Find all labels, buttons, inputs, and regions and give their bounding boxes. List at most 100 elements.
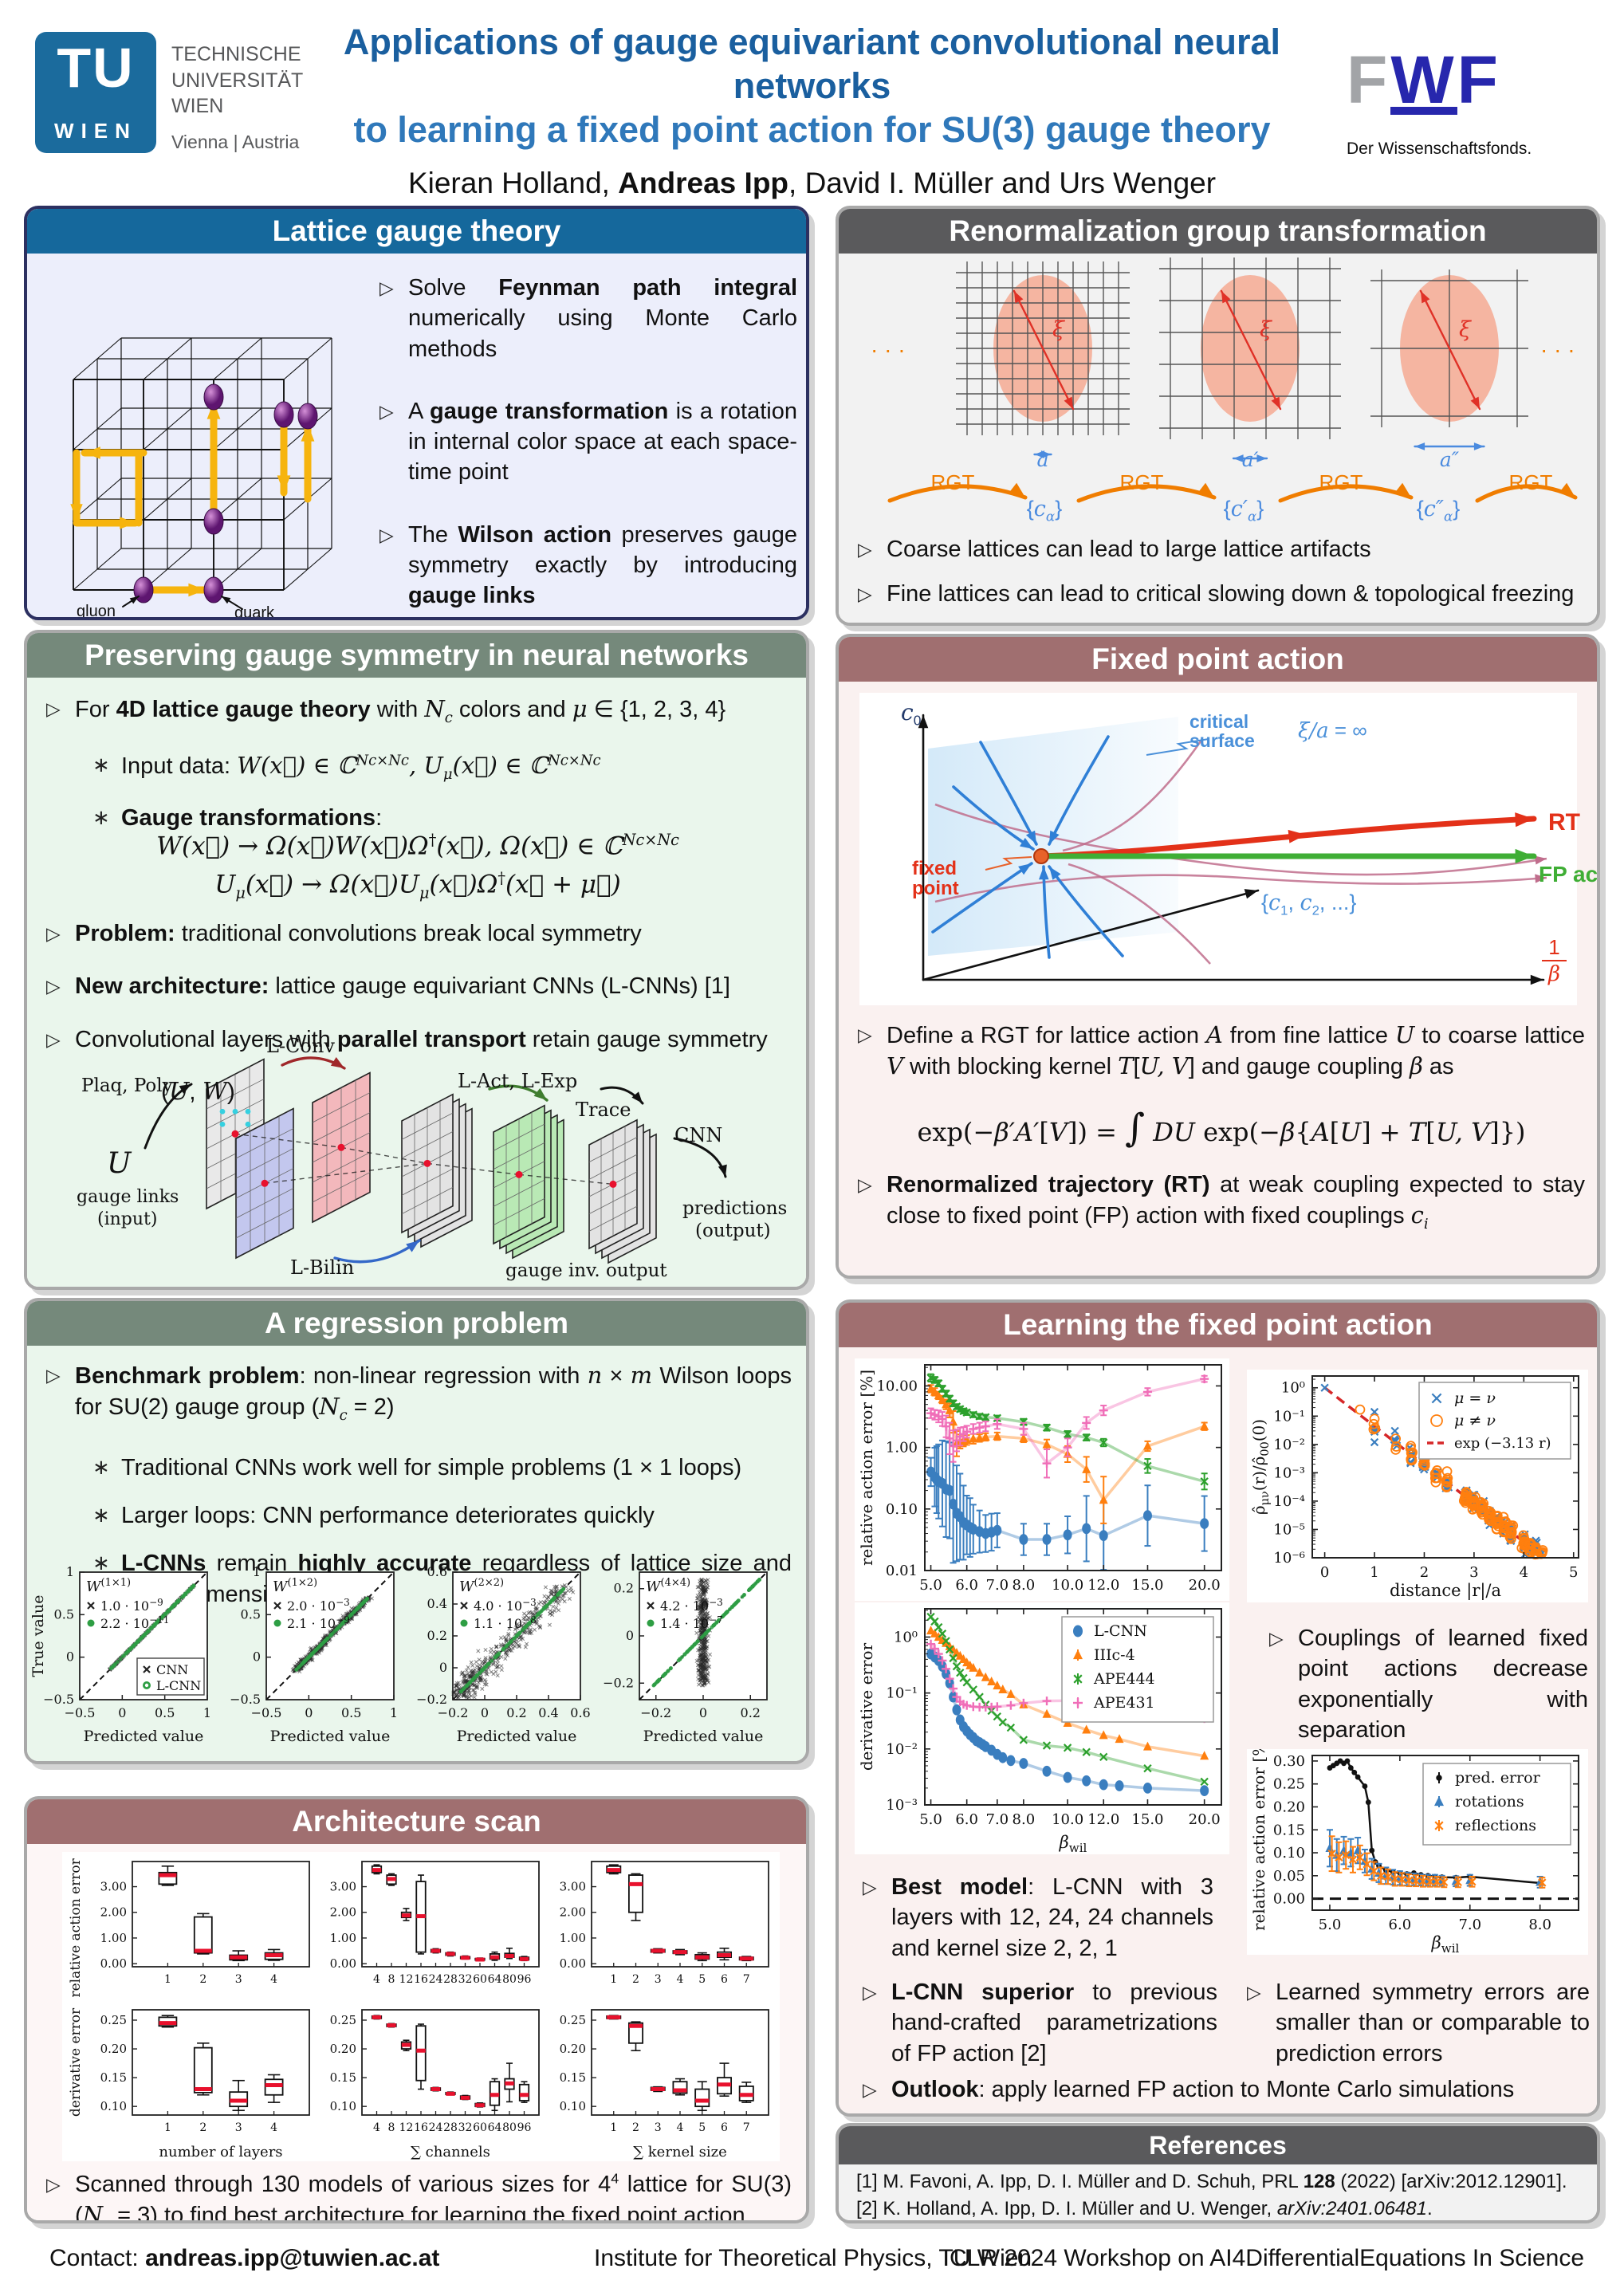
fp-action-error-plot: 5.0 6.0 7.0 8.0 10.0 12.0 15.0 20.0 0.01 0.10 1.00…: [855, 1358, 1229, 1601]
svg-text:1.4 · 10−7: 1.4 · 10−7: [660, 1614, 723, 1631]
svg-text:10.00: 10.00: [876, 1378, 918, 1394]
rgt-label-1: RGT: [930, 470, 975, 494]
svg-text:Predicted value: Predicted value: [84, 1728, 204, 1745]
panel-preserving-symmetry: Preserving gauge symmetry in neural netw…: [24, 630, 809, 1290]
reference-2: [2] K. Holland, A. Ipp, D. I. Müller and…: [856, 2198, 1433, 2219]
gauge-links-label: gauge links: [77, 1187, 179, 1207]
bullet-item: ▷ Benchmark problem: non-linear regressio…: [46, 1362, 792, 1425]
rgt-label-3: RGT: [1319, 470, 1363, 494]
panel-references: References [1] M. Favoni, A. Ipp, D. I. …: [836, 2123, 1600, 2223]
svg-text:0: 0: [66, 1649, 74, 1665]
poster-header: TU WIEN TECHNISCHE UNIVERSITÄT WIEN Vien…: [0, 0, 1624, 199]
svg-text:W(1×2): W(1×2): [273, 1577, 317, 1595]
svg-text:0.2: 0.2: [614, 1581, 634, 1596]
xi-label-2: ξ: [1260, 317, 1272, 342]
svg-text:1: 1: [66, 1564, 74, 1579]
svg-text:True value: True value: [30, 1595, 47, 1677]
authors: Kieran Holland, Andreas Ipp, David I. Mü…: [407, 166, 1217, 199]
preserving-bullets-top: ▷ For 4D lattice gauge theory with Nc col…: [46, 694, 792, 833]
svg-text:−0.5: −0.5: [230, 1692, 261, 1707]
svg-text:4.0 · 10−3: 4.0 · 10−3: [474, 1597, 537, 1614]
lattice-bullets: ▷ Solve Feynman path integral numerically…: [379, 273, 797, 617]
bullet-item: ▷ Coarse lattices can lead to large latti…: [858, 537, 1371, 562]
footer-conference: ICLR 2024 Workshop on AI4DifferentialEqu…: [942, 2245, 1584, 2271]
svg-text:0.5: 0.5: [241, 1606, 261, 1622]
svg-text:0: 0: [305, 1705, 313, 1720]
spacing-a-dblprime: a″: [1439, 448, 1460, 471]
title-block: Applications of gauge equivariant convol…: [278, 21, 1347, 200]
svg-text:0: 0: [481, 1705, 489, 1720]
svg-text:L-CNN: L-CNN: [156, 1678, 201, 1693]
panel-regression: A regression problem ▷ Benchmark problem:…: [24, 1298, 809, 1764]
panel-regression-header: A regression problem: [27, 1301, 806, 1346]
svg-text:5.0: 5.0: [919, 1577, 942, 1594]
tu-line4: Vienna | Austria: [171, 131, 300, 152]
svg-text:−0.5: −0.5: [65, 1705, 96, 1720]
fixed-bullet-2: ▷ Renormalized trajectory (RT) at weak co…: [858, 1172, 1585, 1233]
xi-label-1: ξ: [1052, 317, 1064, 342]
svg-text:0.10: 0.10: [886, 1501, 918, 1518]
rgt-formula: exp(−β′A′[V]) = ∫ DU exp(−β{A[U] + T[U, …: [917, 1106, 1526, 1150]
svg-text:0: 0: [253, 1649, 261, 1665]
rt-label: RT: [1548, 809, 1580, 835]
svg-text:relative action error [%]: relative action error [%]: [857, 1370, 876, 1566]
svg-text:12.0: 12.0: [1087, 1577, 1119, 1594]
svg-text:Predicted value: Predicted value: [270, 1728, 391, 1745]
lcnn-architecture-figure: [43, 1027, 792, 1284]
svg-text:2.2 · 10−11: 2.2 · 10−11: [100, 1614, 169, 1631]
couplings-c-prime: {c′α}: [1223, 497, 1264, 525]
panel-fixed-point-action: Fixed point action c0 critical surface ξ…: [836, 634, 1600, 1279]
panel-rgt-header: Renormalization group transformation: [839, 209, 1597, 254]
bullet-item: ∗ Input data: W(x⃗) ∈ ℂNc×Nc, Uμ(x⃗) ∈ ℂN…: [92, 751, 601, 783]
tu-wien-logo: TU WIEN: [35, 32, 156, 153]
regression-scatter-plots: −0.5 −0.5 0 0 0.5 0.5 1 1 Predicted value W(1×1) 1…: [29, 1561, 806, 1759]
input-label: (input): [97, 1209, 158, 1229]
rgt-bullets: ▷ Coarse lattices can lead to large latti…: [858, 534, 1585, 623]
panel-architecture-header: Architecture scan: [27, 1799, 806, 1844]
svg-text:0.4: 0.4: [427, 1596, 447, 1611]
u-label: U: [107, 1147, 132, 1180]
svg-text:0.4: 0.4: [538, 1705, 558, 1720]
svg-text:W(4×4): W(4×4): [646, 1577, 690, 1595]
gluon-label: gluon: [77, 603, 116, 620]
arch-boxplots-action-error: 0.00 1.00 2.00 3.00 1 2 3 4 0.00 1.00 2.00 3.00 4 8 12…: [65, 1830, 775, 2007]
panel-fixed-header: Fixed point action: [839, 637, 1597, 682]
bullet-item: ▷ New architecture: lattice gauge equivar…: [46, 973, 730, 1000]
svg-text:W(2×2): W(2×2): [459, 1577, 504, 1595]
bullet-item: ▷ Problem: traditional convolutions break…: [46, 921, 642, 946]
svg-text:−0.2: −0.2: [416, 1692, 447, 1707]
rgt-diagram: [843, 257, 1593, 525]
bullet-item: ∗ Larger loops: CNN performance deteriora…: [92, 1503, 655, 1529]
gauge-transform-formula-1: W(x⃗) → Ω(x⃗)W(x⃗)Ω†(x⃗), Ω(x⃗) ∈ ℂNc×Nc: [156, 831, 679, 861]
uw-label: (U, W): [161, 1078, 235, 1106]
svg-text:0.5: 0.5: [341, 1705, 361, 1720]
panel-lattice-gauge-theory: Lattice gauge theory gluon quark ▷ Solve …: [24, 206, 809, 620]
svg-text:1: 1: [253, 1564, 261, 1579]
lbilin-label: L-Bilin: [290, 1256, 355, 1279]
svg-text:4.2 · 10−3: 4.2 · 10−3: [660, 1597, 723, 1614]
lact-lexp-label: L-Act, L-Exp: [458, 1070, 578, 1092]
panel-rgt: Renormalization group transformation ξ ξ…: [836, 206, 1600, 626]
svg-text:20.0: 20.0: [1189, 1577, 1221, 1594]
panel-references-header: References: [839, 2126, 1597, 2164]
fixed-point-label: fixed point: [912, 858, 959, 900]
outlook-bullet: ▷ Outlook: apply learned FP action to Mon…: [863, 2077, 1515, 2102]
svg-text:−0.2: −0.2: [603, 1675, 634, 1690]
svg-text:Predicted value: Predicted value: [643, 1728, 764, 1745]
arch-boxplots-derivative-error: 0.10 0.15 0.20 0.25 1 2 3 4 number of layers 0.10…: [65, 2002, 775, 2161]
rgt-label-4: RGT: [1508, 470, 1553, 494]
svg-text:10.0: 10.0: [1052, 1577, 1083, 1594]
bullet-item: ▷ Fine lattices can lead to critical slow…: [858, 581, 1575, 607]
svg-text:0: 0: [626, 1628, 634, 1643]
predictions-label: predictions: [682, 1198, 788, 1219]
svg-text:CNN: CNN: [156, 1662, 188, 1677]
cnn-label: CNN: [674, 1124, 723, 1146]
svg-text:1.0 · 10−9: 1.0 · 10−9: [100, 1597, 163, 1614]
svg-text:7.0: 7.0: [986, 1577, 1009, 1594]
svg-text:0.2: 0.2: [741, 1705, 761, 1720]
fp-action-label: FP action: [1539, 862, 1598, 887]
gauge-inv-output-label: gauge inv. output: [505, 1260, 667, 1281]
critical-surface-label: critical surface: [1189, 711, 1255, 752]
couplings-c: {cα}: [1026, 497, 1063, 525]
svg-text:−0.2: −0.2: [438, 1705, 469, 1720]
